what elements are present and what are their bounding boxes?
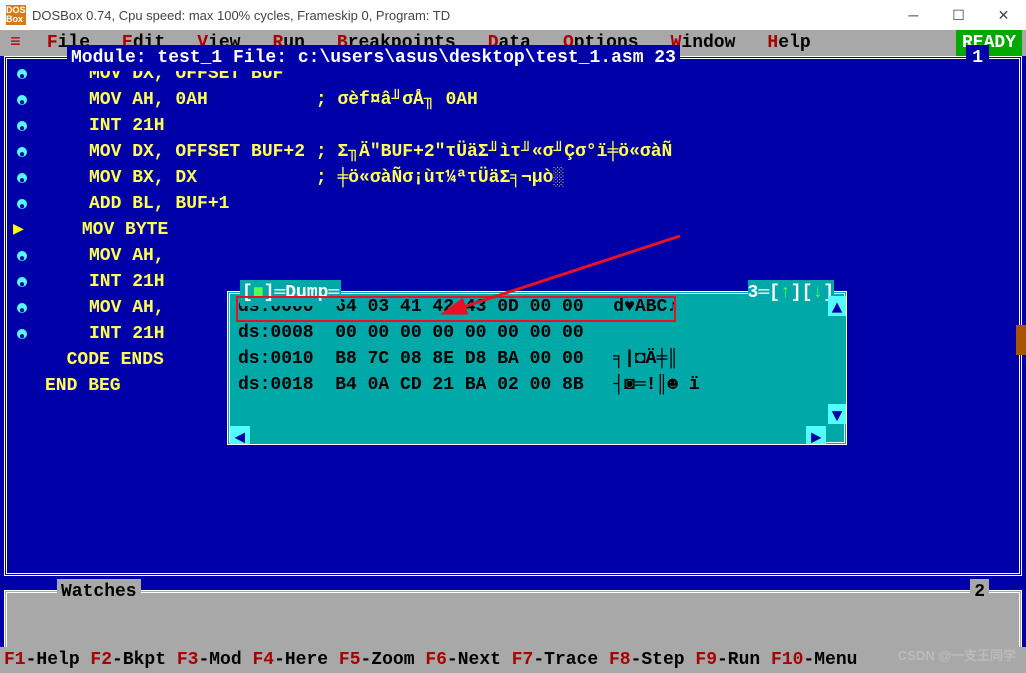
code-window-number: 1 (966, 45, 989, 71)
help-f6[interactable]: F6-Next (425, 647, 511, 673)
menu-help[interactable]: Help (767, 33, 810, 53)
scroll-left-icon[interactable]: ◄ (230, 426, 250, 444)
help-f8[interactable]: F8-Step (609, 647, 695, 673)
dump-hscrollbar[interactable]: ◄ ► (230, 426, 826, 444)
code-line: ●MOV AH, 0AH ; σèf¤â╜σÅ╖ 0AH (7, 87, 1019, 113)
help-f3[interactable]: F3-Mod (177, 647, 253, 673)
help-f10[interactable]: F10-Menu (771, 647, 857, 673)
dos-screen: ≡ FileEditViewRunBreakpointsDataOptionsW… (0, 30, 1026, 673)
dump-window-number: 3═[↑][↓] (748, 280, 834, 306)
watches-number: 2 (970, 579, 989, 605)
help-f4[interactable]: F4-Here (252, 647, 338, 673)
code-line: ●ADD BL, BUF+1 (7, 191, 1019, 217)
scroll-up-icon[interactable]: ▲ (828, 296, 846, 316)
close-button[interactable]: ✕ (981, 0, 1026, 30)
menu-window[interactable]: Window (671, 33, 736, 53)
scroll-down-icon[interactable]: ▼ (828, 404, 846, 424)
help-bar: F1-Help F2-Bkpt F3-Mod F4-Here F5-Zoom F… (0, 647, 1026, 673)
dump-row: ds:0018 B4 0A CD 21 BA 02 00 8B ┤◙═!║☻ ï (230, 372, 844, 398)
code-line: ●MOV BX, DX ; ╪ö«σàÑσ¡ùτ¼ªτÜäΣ╕¬µò░ (7, 165, 1019, 191)
system-menu-icon[interactable]: ≡ (10, 30, 21, 56)
help-f1[interactable]: F1-Help (4, 647, 90, 673)
watches-window: Watches 2 (4, 590, 1022, 650)
code-window-caption: Module: test_1 File: c:\users\asus\deskt… (67, 45, 680, 71)
watches-caption: Watches (57, 579, 141, 605)
dump-window: [■]═Dump═ 3═[↑][↓] ds:0000 64 03 41 42 4… (227, 291, 847, 445)
window-title: DOSBox 0.74, Cpu speed: max 100% cycles,… (32, 8, 450, 23)
scroll-right-icon[interactable]: ► (806, 426, 826, 444)
help-f2[interactable]: F2-Bkpt (90, 647, 176, 673)
watermark: CSDN @一支王同学 (898, 643, 1016, 669)
side-marker (1016, 325, 1026, 355)
maximize-button[interactable]: ☐ (936, 0, 981, 30)
help-f9[interactable]: F9-Run (695, 647, 771, 673)
code-line: ●MOV DX, OFFSET BUF+2 ; Σ╖Ä"BUF+2"τÜäΣ╜ì… (7, 139, 1019, 165)
code-line: ▶MOV BYTE (7, 217, 1019, 243)
help-f7[interactable]: F7-Trace (512, 647, 609, 673)
dump-vscrollbar[interactable]: ▲ ▼ (828, 296, 846, 424)
dump-caption: [■]═Dump═ (240, 280, 341, 306)
code-line: ●INT 21H (7, 113, 1019, 139)
dump-row: ds:0008 00 00 00 00 00 00 00 00 (230, 320, 844, 346)
dosbox-icon: DOS Box (6, 5, 26, 25)
help-f5[interactable]: F5-Zoom (339, 647, 425, 673)
code-window: Module: test_1 File: c:\users\asus\deskt… (4, 56, 1022, 576)
minimize-button[interactable]: ─ (891, 0, 936, 30)
window-titlebar: DOS Box DOSBox 0.74, Cpu speed: max 100%… (0, 0, 1026, 30)
code-line: ●MOV AH, (7, 243, 1019, 269)
dump-row: ds:0010 B8 7C 08 8E D8 BA 00 00 ╕|◘Ä╪║ (230, 346, 844, 372)
